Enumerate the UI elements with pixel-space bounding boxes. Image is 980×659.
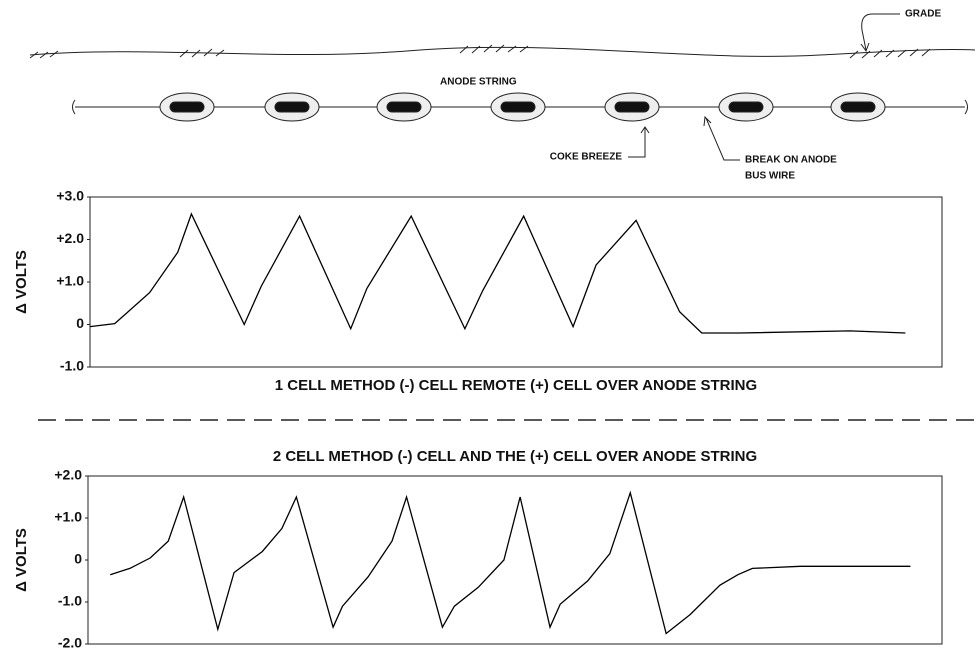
anode-string-label: ANODE STRING xyxy=(440,77,517,88)
chart-title: 1 CELL METHOD (-) CELL REMOTE (+) CELL O… xyxy=(275,377,757,394)
site-diagram xyxy=(30,14,980,420)
coke-arrow xyxy=(628,127,649,157)
page: GRADE ANODE STRING COKE BREEZE BREAK ON … xyxy=(0,0,980,659)
y-axis-label: Δ VOLTS xyxy=(13,528,30,592)
coke-breeze-label: COKE BREEZE xyxy=(550,152,623,163)
grade-arrow xyxy=(861,14,900,51)
y-tick-label: -1.0 xyxy=(60,358,84,374)
chart-title: 2 CELL METHOD (-) CELL AND THE (+) CELL … xyxy=(273,448,757,465)
break-label: BREAK ON ANODE xyxy=(745,155,837,166)
y-tick-label: +2.0 xyxy=(56,230,84,246)
plot-frame xyxy=(88,476,942,644)
y-tick-label: +1.0 xyxy=(54,509,82,525)
y-tick-label: +2.0 xyxy=(54,467,82,483)
y-axis-label: Δ VOLTS xyxy=(13,250,30,314)
break-label: BUS WIRE xyxy=(745,171,795,182)
plot-frame xyxy=(90,197,942,367)
y-tick-label: 0 xyxy=(76,315,84,331)
grade-line xyxy=(30,47,975,56)
y-tick-label: +1.0 xyxy=(56,273,84,289)
y-tick-label: +3.0 xyxy=(56,188,84,204)
y-tick-label: -2.0 xyxy=(58,635,82,651)
grade-label: GRADE xyxy=(905,9,941,20)
break-arrow xyxy=(704,117,740,160)
data-line xyxy=(110,493,910,634)
y-tick-label: 0 xyxy=(74,551,82,567)
y-tick-label: -1.0 xyxy=(58,593,82,609)
data-line xyxy=(90,214,905,333)
